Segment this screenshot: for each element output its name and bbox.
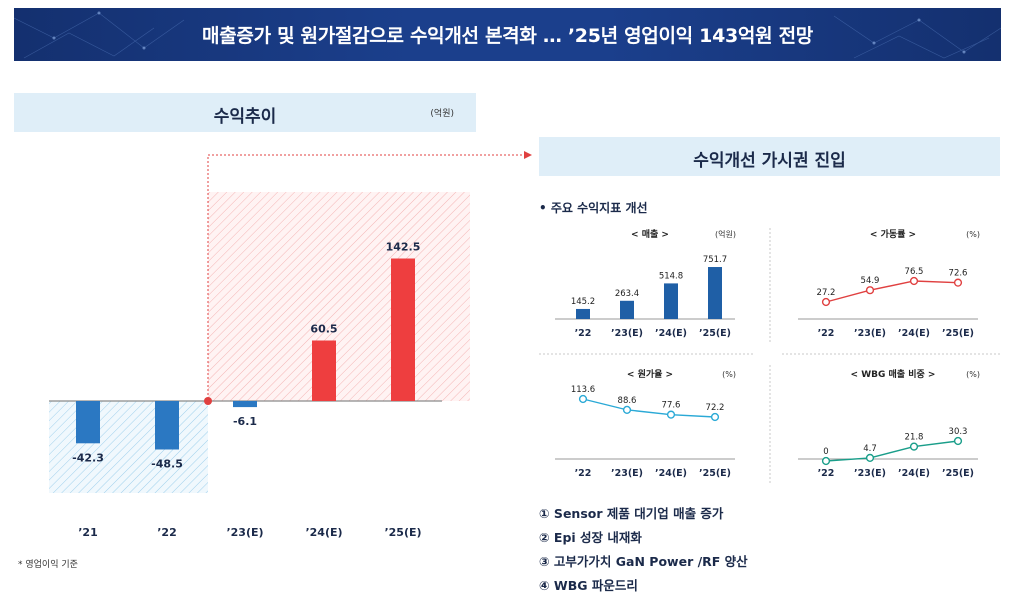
point-value-label: 30.3 xyxy=(949,427,968,437)
data-point xyxy=(953,436,963,446)
data-point xyxy=(821,297,831,307)
cost-ratio-mini-chart: < 원가율 > (%) ’22 ’23(E) ’24(E) ’25(E) 113.6 88.6… xyxy=(555,368,736,479)
bar-value-label: -48.5 xyxy=(151,458,183,471)
x-tick-label: ’25(E) xyxy=(699,328,731,339)
sales-mini-chart: < 매출 > (억원) ’22 ’23(E) ’24(E) ’25(E) 145.2 263.… xyxy=(555,228,736,339)
mini-chart-unit: (%) xyxy=(722,370,736,379)
operating-profit-chart: -42.3 ’21 -48.5 ’22 -6.1 ’23(E) 60.5 ’24(E) 142.… xyxy=(49,151,532,539)
x-tick-label: ’23(E) xyxy=(226,526,263,539)
point-value-label: 27.2 xyxy=(817,288,836,298)
mini-chart-unit: (%) xyxy=(966,230,980,239)
list-item: ④ WBG 파운드리 xyxy=(539,578,638,593)
data-point xyxy=(909,442,919,451)
point-value-label: 113.6 xyxy=(571,385,595,395)
indicator-section-label: • 주요 수익지표 개선 xyxy=(539,201,648,215)
bar xyxy=(708,267,722,319)
left-unit-label: (억원) xyxy=(430,109,454,119)
point-value-label: 77.6 xyxy=(662,401,681,411)
x-tick-label: ’24(E) xyxy=(655,328,687,339)
turnaround-point xyxy=(204,397,212,405)
wbg-share-mini-chart: < WBG 매출 비중 > (%) ’22 ’23(E) ’24(E) ’25(E) 0 4.… xyxy=(798,368,980,479)
improvement-list: ① Sensor 제품 대기업 매출 증가 ② Epi 성장 내재화 ③ 고부가… xyxy=(539,505,748,600)
point-value-label: 88.6 xyxy=(618,396,637,406)
x-tick-label: ’21 xyxy=(78,526,98,539)
bar xyxy=(576,308,590,319)
mini-chart-title: < 매출 > xyxy=(631,228,669,240)
point-value-label: 76.5 xyxy=(905,267,924,277)
x-tick-label: ’22 xyxy=(575,468,592,479)
utilization-mini-chart: < 가동률 > (%) ’22 ’23(E) ’24(E) ’25(E) 27.2 54.9 7… xyxy=(798,228,980,339)
bar xyxy=(391,258,415,401)
x-tick-label: ’22 xyxy=(818,328,835,339)
mini-chart-title: < 원가율 > xyxy=(627,368,673,380)
bar-value-label: 514.8 xyxy=(659,271,683,281)
point-value-label: 54.9 xyxy=(861,276,880,286)
footnote: * 영업이익 기준 xyxy=(18,560,78,570)
point-value-label: 72.6 xyxy=(949,269,968,279)
point-value-label: 72.2 xyxy=(706,403,725,413)
list-item: ③ 고부가가치 GaN Power /RF 양산 xyxy=(539,554,748,569)
loss-region-hatch xyxy=(49,401,208,493)
data-point xyxy=(909,276,919,286)
bar xyxy=(312,340,336,401)
bar xyxy=(233,401,257,408)
x-tick-label: ’25(E) xyxy=(942,468,974,479)
x-tick-label: ’23(E) xyxy=(611,468,643,479)
data-point xyxy=(578,394,588,404)
mini-chart-unit: (%) xyxy=(966,370,980,379)
mini-chart-title: < 가동률 > xyxy=(870,228,916,240)
data-point xyxy=(953,278,963,287)
series-line xyxy=(825,440,959,462)
x-tick-label: ’23(E) xyxy=(611,328,643,339)
bar xyxy=(620,300,634,319)
banner-network-pattern xyxy=(14,11,1001,59)
point-value-label: 21.8 xyxy=(905,433,924,443)
series-line xyxy=(582,398,716,418)
point-value-label: 0 xyxy=(823,447,828,457)
x-tick-label: ’25(E) xyxy=(942,328,974,339)
x-tick-label: ’25(E) xyxy=(384,526,421,539)
bar xyxy=(155,401,179,450)
bar-value-label: -42.3 xyxy=(72,451,104,464)
series-line xyxy=(825,280,959,303)
bar-value-label: 142.5 xyxy=(386,241,421,254)
mini-chart-unit: (억원) xyxy=(715,229,736,239)
data-point xyxy=(710,412,720,422)
right-section-header: 수익개선 가시권 진입 xyxy=(539,137,1000,176)
bar-value-label: 263.4 xyxy=(615,289,639,299)
x-tick-label: ’24(E) xyxy=(898,468,930,479)
data-point xyxy=(865,286,875,295)
x-tick-label: ’23(E) xyxy=(854,328,886,339)
bar xyxy=(664,283,678,319)
banner-title: 매출증가 및 원가절감으로 수익개선 본격화 … ’25년 영업이익 143억원… xyxy=(202,25,813,47)
data-point xyxy=(821,456,831,466)
bar-value-label: -6.1 xyxy=(233,415,257,428)
x-tick-label: ’22 xyxy=(575,328,592,339)
point-value-label: 4.7 xyxy=(863,444,877,454)
mini-chart-title: < WBG 매출 비중 > xyxy=(851,368,936,380)
x-tick-label: ’24(E) xyxy=(305,526,342,539)
bar-value-label: 145.2 xyxy=(571,297,595,307)
x-tick-label: ’24(E) xyxy=(898,328,930,339)
data-point xyxy=(865,453,875,462)
x-tick-label: ’22 xyxy=(157,526,177,539)
right-section-title: 수익개선 가시권 진입 xyxy=(693,151,846,171)
left-section-title: 수익추이 xyxy=(213,107,277,127)
bar xyxy=(76,401,100,444)
list-item: ① Sensor 제품 대기업 매출 증가 xyxy=(539,506,724,521)
x-tick-label: ’23(E) xyxy=(854,468,886,479)
data-point xyxy=(622,405,632,414)
x-tick-label: ’22 xyxy=(818,468,835,479)
profit-region-hatch xyxy=(208,192,470,401)
bar-value-label: 60.5 xyxy=(310,323,337,336)
left-section-header: 수익추이 (억원) xyxy=(14,93,476,132)
turnaround-arrow xyxy=(207,151,532,399)
x-tick-label: ’25(E) xyxy=(699,468,731,479)
mini-chart-dividers xyxy=(539,228,1001,483)
data-point xyxy=(666,410,676,419)
title-banner: 매출증가 및 원가절감으로 수익개선 본격화 … ’25년 영업이익 143억원… xyxy=(14,8,1001,61)
x-tick-label: ’24(E) xyxy=(655,468,687,479)
bar-value-label: 751.7 xyxy=(703,255,727,265)
list-item: ② Epi 성장 내재화 xyxy=(539,530,642,545)
